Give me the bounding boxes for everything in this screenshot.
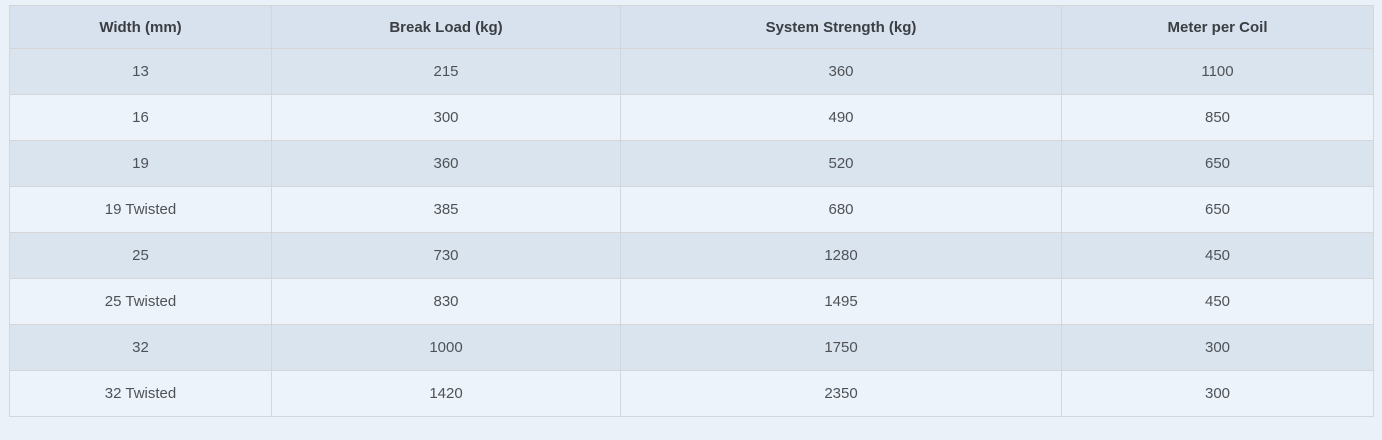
table-cell: 19 Twisted — [9, 186, 272, 233]
table-cell: 25 Twisted — [9, 278, 272, 325]
table-row: 16 300 490 850 — [9, 94, 1374, 141]
table-cell: 385 — [271, 186, 621, 233]
header-cell: Width (mm) — [9, 5, 272, 49]
table-row: 32 1000 1750 300 — [9, 324, 1374, 371]
table-row: 19 360 520 650 — [9, 140, 1374, 187]
table-row: 19 Twisted 385 680 650 — [9, 186, 1374, 233]
table-cell: 650 — [1061, 140, 1374, 187]
table-cell: 19 — [9, 140, 272, 187]
header-cell: System Strength (kg) — [620, 5, 1062, 49]
header-cell: Meter per Coil — [1061, 5, 1374, 49]
table-cell: 360 — [271, 140, 621, 187]
table-cell: 450 — [1061, 232, 1374, 279]
spec-table: Width (mm) Break Load (kg) System Strength… — [9, 5, 1374, 417]
table-cell: 215 — [271, 48, 621, 95]
table-cell: 850 — [1061, 94, 1374, 141]
table-cell: 32 — [9, 324, 272, 371]
table-row: 32 Twisted 1420 2350 300 — [9, 370, 1374, 417]
table-row: 13 215 360 1100 — [9, 48, 1374, 95]
table-header-row: Width (mm) Break Load (kg) System Strength… — [9, 5, 1374, 49]
table-cell: 300 — [1061, 324, 1374, 371]
spec-table-container: Width (mm) Break Load (kg) System Strength… — [9, 5, 1374, 417]
table-cell: 1420 — [271, 370, 621, 417]
table-cell: 25 — [9, 232, 272, 279]
table-cell: 13 — [9, 48, 272, 95]
table-cell: 1100 — [1061, 48, 1374, 95]
table-cell: 830 — [271, 278, 621, 325]
table-cell: 520 — [620, 140, 1062, 187]
table-row: 25 Twisted 830 1495 450 — [9, 278, 1374, 325]
table-cell: 450 — [1061, 278, 1374, 325]
table-row: 25 730 1280 450 — [9, 232, 1374, 279]
table-cell: 1000 — [271, 324, 621, 371]
table-cell: 300 — [271, 94, 621, 141]
table-cell: 1495 — [620, 278, 1062, 325]
table-body: 13 215 360 1100 16 300 490 850 19 360 520 650 19 Twi… — [9, 48, 1374, 417]
table-cell: 730 — [271, 232, 621, 279]
table-cell: 300 — [1061, 370, 1374, 417]
table-cell: 32 Twisted — [9, 370, 272, 417]
table-cell: 1280 — [620, 232, 1062, 279]
header-cell: Break Load (kg) — [271, 5, 621, 49]
table-cell: 650 — [1061, 186, 1374, 233]
table-cell: 16 — [9, 94, 272, 141]
table-cell: 2350 — [620, 370, 1062, 417]
table-cell: 360 — [620, 48, 1062, 95]
table-cell: 680 — [620, 186, 1062, 233]
table-cell: 490 — [620, 94, 1062, 141]
table-cell: 1750 — [620, 324, 1062, 371]
